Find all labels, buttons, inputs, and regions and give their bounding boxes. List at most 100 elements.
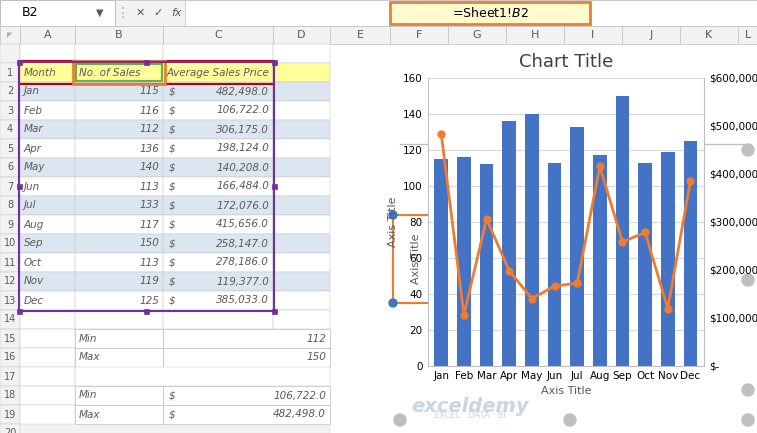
Bar bbox=[20, 139, 75, 158]
Text: 140: 140 bbox=[139, 162, 159, 172]
Text: E: E bbox=[357, 30, 363, 40]
Bar bbox=[0, 329, 20, 348]
Text: 14: 14 bbox=[4, 314, 16, 324]
Bar bbox=[75, 405, 163, 424]
Bar bbox=[20, 196, 75, 215]
Bar bbox=[330, 424, 757, 433]
Bar bbox=[20, 367, 75, 386]
Bar bbox=[0, 424, 20, 433]
Text: 19: 19 bbox=[4, 410, 16, 420]
Text: 113: 113 bbox=[139, 258, 159, 268]
Text: $: $ bbox=[169, 143, 176, 154]
Text: 116: 116 bbox=[139, 106, 159, 116]
Bar bbox=[163, 272, 273, 291]
Bar bbox=[506, 26, 564, 44]
Bar bbox=[20, 272, 75, 291]
Text: 8: 8 bbox=[7, 200, 13, 210]
Bar bbox=[330, 177, 757, 196]
Bar bbox=[330, 101, 757, 120]
Bar bbox=[0, 26, 20, 44]
Bar bbox=[73, 61, 165, 84]
Bar bbox=[330, 196, 757, 215]
Text: 11: 11 bbox=[4, 258, 16, 268]
Text: H: H bbox=[531, 30, 539, 40]
Bar bbox=[0, 177, 20, 196]
Bar bbox=[75, 234, 163, 253]
Bar bbox=[20, 405, 75, 424]
Bar bbox=[163, 310, 273, 329]
Text: Min: Min bbox=[79, 333, 98, 343]
Text: K: K bbox=[706, 30, 712, 40]
Text: C: C bbox=[214, 30, 222, 40]
Text: G: G bbox=[472, 30, 481, 40]
Bar bbox=[19, 62, 274, 311]
Bar bbox=[680, 26, 738, 44]
Text: ▼: ▼ bbox=[96, 8, 104, 18]
Text: 119: 119 bbox=[139, 277, 159, 287]
Bar bbox=[20, 120, 75, 139]
Bar bbox=[20, 82, 75, 101]
Text: 119,377.0: 119,377.0 bbox=[217, 277, 269, 287]
Text: 10: 10 bbox=[4, 239, 16, 249]
Bar bbox=[564, 26, 622, 44]
Text: 136: 136 bbox=[139, 143, 159, 154]
Bar bbox=[273, 63, 330, 82]
Bar bbox=[0, 234, 20, 253]
Bar bbox=[622, 26, 680, 44]
Bar bbox=[75, 101, 163, 120]
Bar bbox=[593, 155, 606, 366]
Bar bbox=[163, 158, 273, 177]
Circle shape bbox=[742, 414, 754, 426]
Bar bbox=[480, 165, 494, 366]
Bar bbox=[0, 158, 20, 177]
Text: Oct: Oct bbox=[24, 258, 42, 268]
Bar bbox=[503, 121, 516, 366]
Text: 482,498.0: 482,498.0 bbox=[217, 87, 269, 97]
Bar bbox=[20, 63, 75, 82]
Text: 7: 7 bbox=[7, 181, 13, 191]
Text: 140,208.0: 140,208.0 bbox=[217, 162, 269, 172]
Bar bbox=[330, 82, 757, 101]
Text: 106,722.0: 106,722.0 bbox=[273, 391, 326, 401]
Text: 112: 112 bbox=[139, 125, 159, 135]
Circle shape bbox=[389, 299, 397, 307]
Bar bbox=[738, 26, 757, 44]
Text: 150: 150 bbox=[139, 239, 159, 249]
Text: 150: 150 bbox=[306, 352, 326, 362]
Text: 12: 12 bbox=[4, 277, 16, 287]
Circle shape bbox=[742, 384, 754, 396]
Text: 2: 2 bbox=[7, 87, 13, 97]
Bar bbox=[273, 82, 330, 101]
Text: 15: 15 bbox=[4, 333, 16, 343]
Circle shape bbox=[435, 299, 443, 307]
Text: 306,175.0: 306,175.0 bbox=[217, 125, 269, 135]
Bar bbox=[0, 215, 20, 234]
Bar bbox=[330, 63, 757, 82]
Text: 113: 113 bbox=[139, 181, 159, 191]
Bar bbox=[75, 215, 163, 234]
Bar bbox=[75, 177, 163, 196]
Text: 1: 1 bbox=[7, 68, 13, 78]
Bar bbox=[0, 253, 20, 272]
Text: May: May bbox=[24, 162, 45, 172]
Text: 278,186.0: 278,186.0 bbox=[217, 258, 269, 268]
Bar bbox=[20, 329, 75, 348]
Bar bbox=[75, 196, 163, 215]
Bar bbox=[163, 26, 273, 44]
Text: L: L bbox=[744, 30, 751, 40]
Bar bbox=[330, 329, 757, 348]
Text: 3: 3 bbox=[7, 106, 13, 116]
Bar bbox=[330, 234, 757, 253]
Text: $: $ bbox=[169, 200, 176, 210]
Text: I: I bbox=[591, 30, 595, 40]
Bar bbox=[0, 348, 20, 367]
Bar bbox=[75, 310, 163, 329]
Text: Nov: Nov bbox=[24, 277, 44, 287]
Bar bbox=[638, 162, 652, 366]
Circle shape bbox=[435, 211, 443, 219]
Bar bbox=[163, 253, 273, 272]
Bar bbox=[273, 101, 330, 120]
Bar bbox=[330, 44, 757, 433]
Bar bbox=[20, 253, 75, 272]
Bar bbox=[75, 291, 163, 310]
